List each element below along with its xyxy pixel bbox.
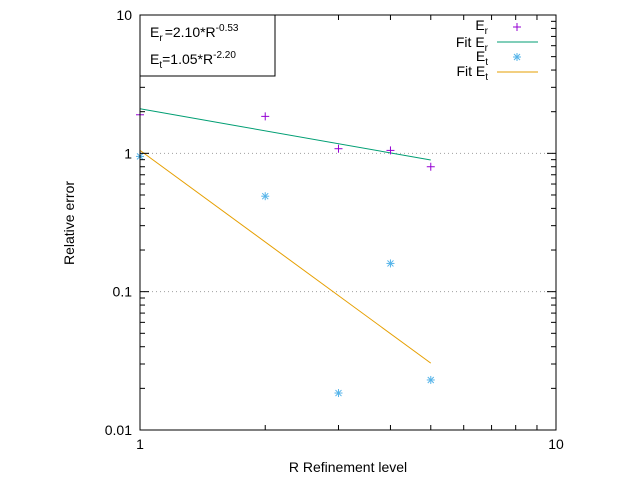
plot-frame — [139, 14, 557, 431]
y-tick-label: 0.1 — [113, 284, 133, 300]
fit-equation-er: Er =2.10*R-0.53 — [150, 23, 239, 44]
point-asterisk — [334, 389, 343, 398]
fit-line-3 — [139, 149, 432, 364]
fit-equation-et: Et=1.05*R-2.20 — [150, 50, 236, 71]
legend: Er Fit Er Et Fit Et — [456, 17, 538, 83]
point-asterisk — [386, 259, 395, 268]
x-axis-label: R Refinement level — [289, 459, 407, 475]
legend-marker-plus — [513, 23, 521, 31]
y-axis-label: Relative error — [61, 181, 77, 265]
legend-label-et: Et — [476, 48, 488, 68]
legend-marker-asterisk — [513, 53, 521, 61]
point-plus — [426, 162, 435, 171]
legend-label-fit-er: Fit Er — [456, 34, 489, 54]
point-plus — [261, 112, 270, 121]
point-plus — [334, 144, 343, 153]
y-tick-label: 10 — [116, 7, 132, 23]
axis-ticks: 0.01 0.1 1 10 1 10 — [105, 7, 564, 452]
legend-entry-er: Er — [475, 17, 521, 37]
y-tick-label: 1 — [124, 145, 132, 161]
fit-equation-box: Er =2.10*R-0.53 Et=1.05*R-2.20 — [139, 14, 276, 77]
legend-entry-et: Et — [476, 48, 521, 68]
legend-label-fit-et: Fit Et — [456, 63, 488, 83]
legend-label-er: Er — [475, 17, 488, 37]
point-asterisk — [426, 375, 435, 384]
fit-lines — [139, 108, 432, 364]
x-tick-label: 1 — [136, 436, 144, 452]
y-tick-label: 0.01 — [105, 422, 132, 438]
grid-lines — [140, 152, 556, 293]
legend-entry-fit-et: Fit Et — [456, 63, 538, 83]
point-asterisk — [261, 192, 270, 201]
legend-entry-fit-er: Fit Er — [456, 34, 538, 54]
fit-line-1 — [139, 108, 431, 161]
fit-equation-frame — [139, 14, 276, 77]
point-plus — [386, 146, 395, 155]
x-tick-label: 10 — [548, 436, 564, 452]
